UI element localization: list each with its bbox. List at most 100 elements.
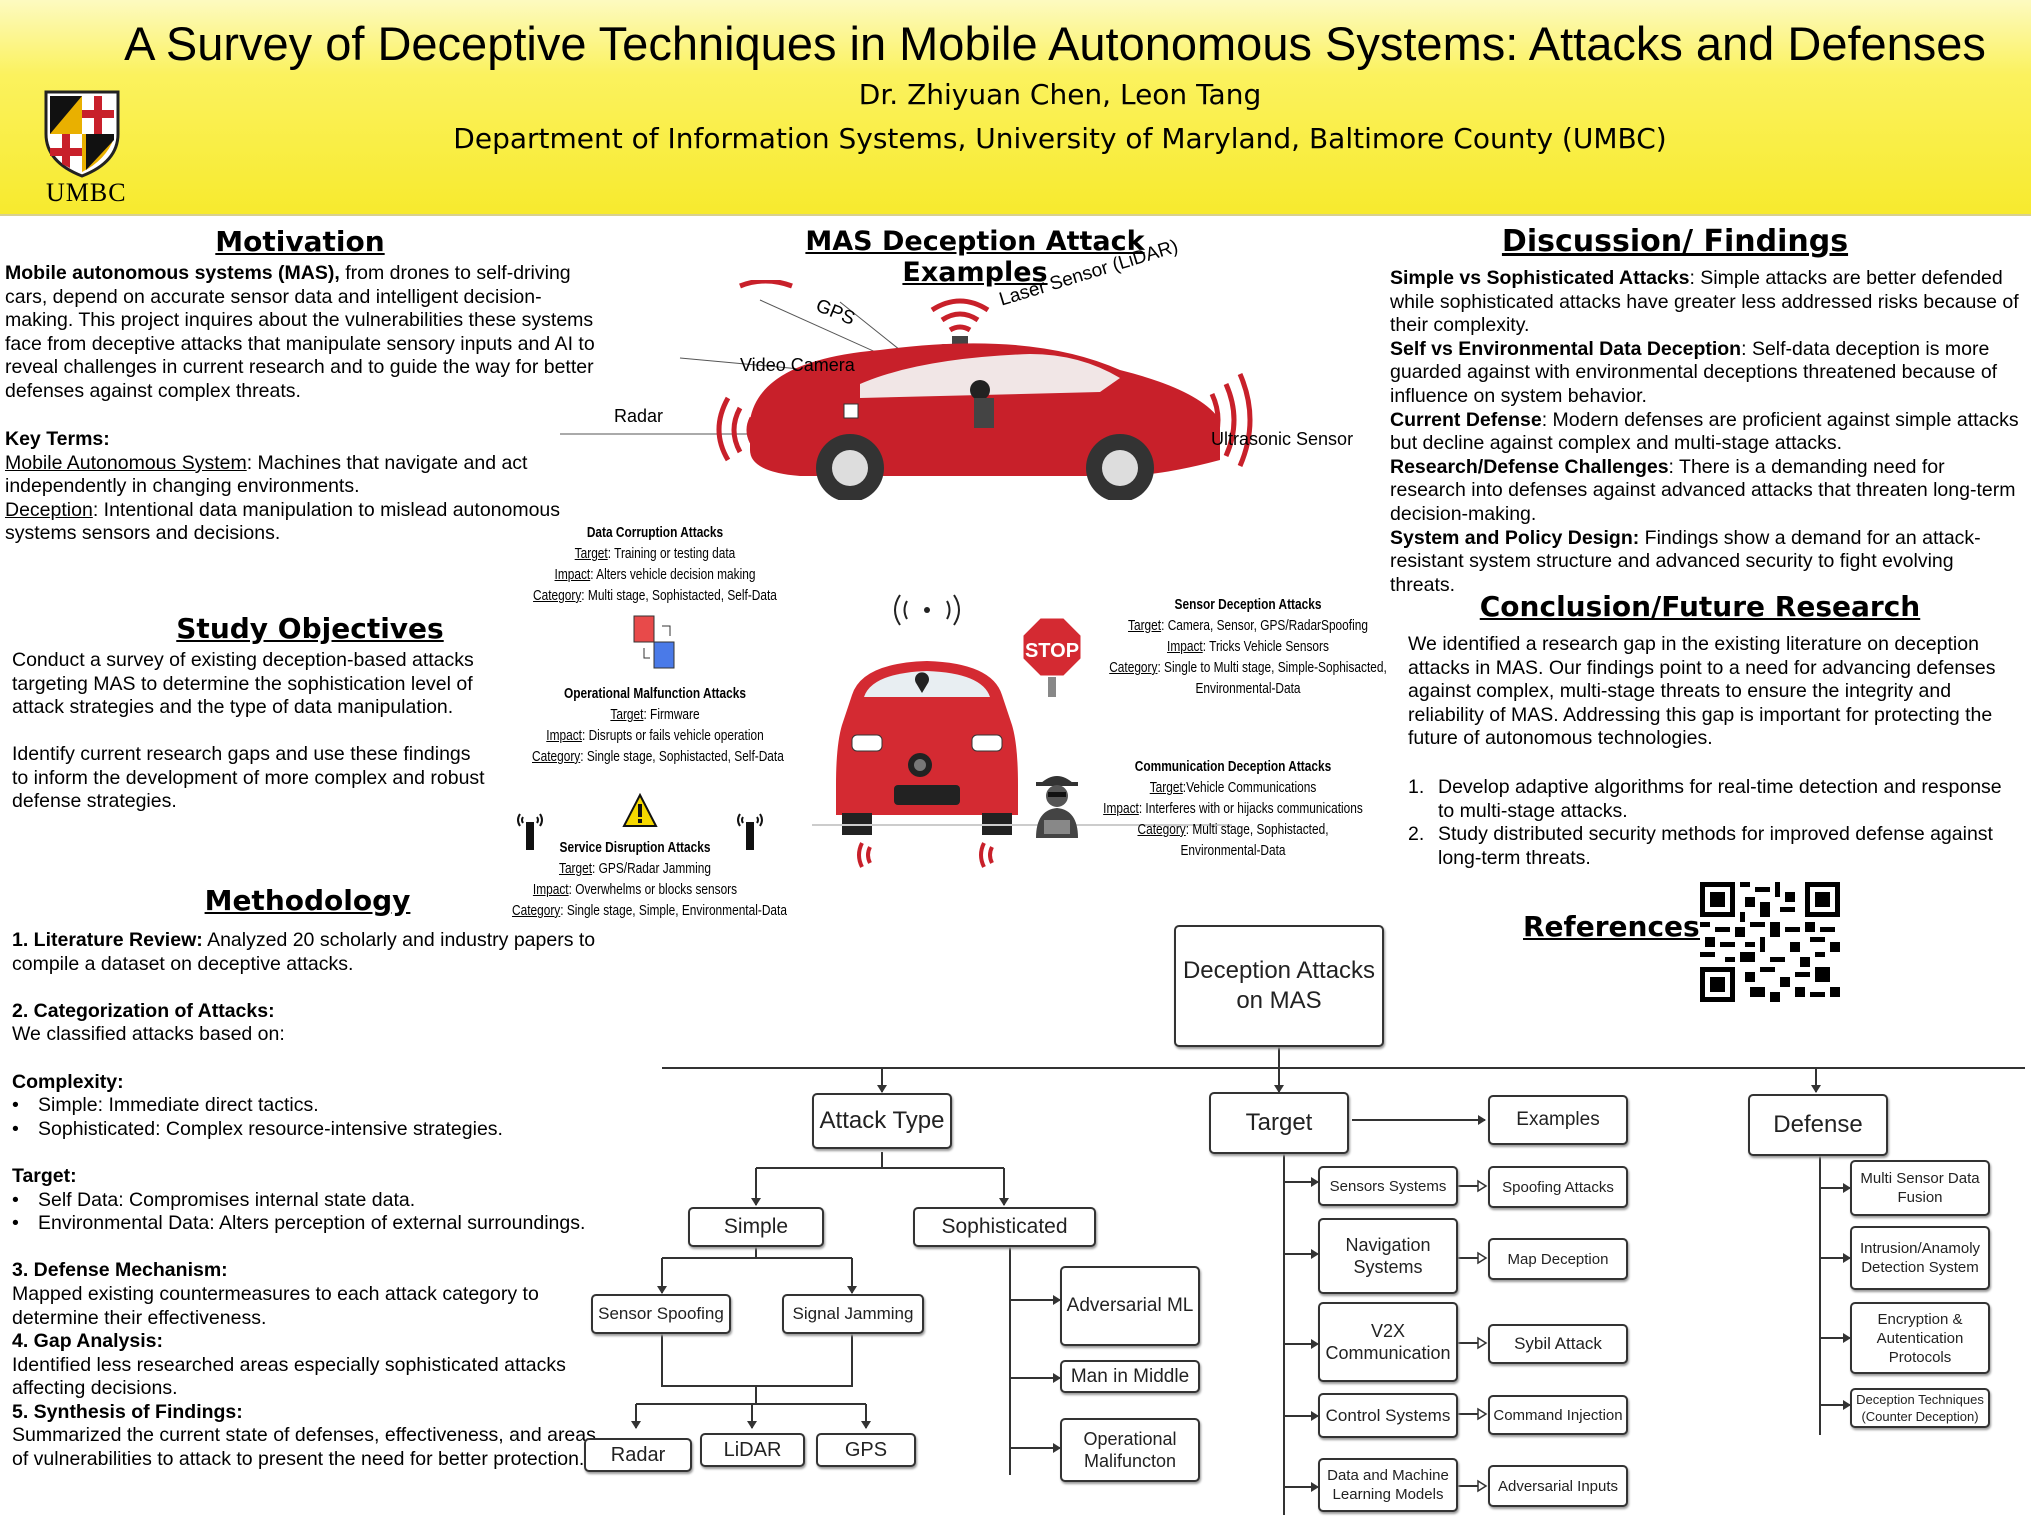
poster-title: A Survey of Deceptive Techniques in Mobi… (124, 17, 1986, 70)
impact-value: : Interferes with or hijacks communicati… (1138, 801, 1363, 817)
label-ultrasonic: Ultrasonic Sensor (1211, 429, 1354, 449)
jammer-icon (517, 813, 543, 850)
examples-heading: MAS Deception Attack Examples (805, 226, 1145, 288)
references-heading: References: (1523, 910, 1711, 943)
impact-key: Impact (554, 567, 591, 583)
target-key: Target (610, 707, 644, 723)
method-step2-label: 2. Categorization of Attacks: (12, 999, 275, 1022)
service-title: Service Disruption Attacks (559, 840, 711, 856)
motivation-lead: Mobile autonomous systems (MAS), (5, 262, 340, 284)
discussion-item-text: Findings show a demand for an attack-res… (1390, 526, 1981, 596)
service-disruption-block: Service Disruption Attacks Target: GPS/R… (512, 838, 787, 922)
term-mas-def: : Machines that navigate and act indepen… (5, 451, 528, 498)
node-example-spoofing: Spoofing Attacks (1488, 1166, 1628, 1208)
category-value-cont: Environmental-Data (1195, 681, 1301, 697)
impact-key: Impact (1103, 801, 1139, 817)
sensor-car-illustration (560, 280, 1253, 500)
node-defense: Defense (1748, 1094, 1888, 1156)
objectives-heading: Study Objectives (176, 612, 444, 645)
node-example-map-deception: Map Deception (1488, 1238, 1628, 1280)
node-target-navigation: Navigation Systems (1318, 1218, 1458, 1294)
node-operational-malfunction: Operational Malifuncton (1060, 1418, 1200, 1482)
road-line (812, 824, 1232, 826)
stop-sign-text: STOP (1024, 640, 1080, 662)
impact-value: : Overwhelms or blocks sensors (568, 882, 738, 898)
category-value: : Single stage, Simple, Environmental-Da… (560, 903, 787, 919)
warning-icon (622, 793, 658, 827)
motivation-body: from drones to self-driving cars, depend… (5, 262, 595, 402)
node-defense-sensor-fusion: Multi Sensor Data Fusion (1850, 1160, 1990, 1216)
motivation-text: Mobile autonomous systems (MAS), from dr… (5, 262, 595, 404)
category-key: Category (1109, 660, 1158, 676)
target-key: Target (574, 546, 608, 562)
category-key: Category (512, 903, 561, 919)
future-research-list: 1. Develop adaptive algorithms for real-t… (1408, 776, 2013, 870)
stop-sign-icon (1020, 615, 1084, 697)
list-item: Self Data: Compromises internal state da… (12, 1189, 602, 1213)
methodology-text: 1. Literature Review: Analyzed 20 schola… (12, 929, 602, 1472)
list-item: 1. Develop adaptive algorithms for real-t… (1408, 776, 2013, 823)
node-examples: Examples (1488, 1095, 1628, 1145)
node-example-adversarial-inputs: Adversarial Inputs (1488, 1465, 1628, 1507)
category-value: : Multi stage, Sophistacted, Self-Data (581, 588, 777, 604)
target-value: : GPS/Radar Jamming (592, 861, 712, 877)
communication-title: Communication Deception Attacks (1134, 759, 1332, 775)
hacker-icon (1036, 776, 1078, 838)
jammer-icon (737, 813, 763, 850)
impact-key: Impact (532, 882, 569, 898)
objectives-p1: Conduct a survey of existing deception-b… (12, 649, 474, 719)
method-step4-text: Identified less researched areas especia… (12, 1353, 566, 1400)
node-defense-ids: Intrusion/Anamoly Detection System (1850, 1226, 1990, 1290)
node-target-control: Control Systems (1318, 1393, 1458, 1438)
motivation-heading: Motivation (215, 225, 385, 258)
node-target-v2x: V2X Communication (1318, 1302, 1458, 1382)
category-value: : Single stage, Sophistacted, Self-Data (580, 749, 784, 765)
term-mas: Mobile Autonomous System (5, 451, 247, 474)
target-list: Self Data: Compromises internal state da… (12, 1189, 602, 1236)
list-text: Develop adaptive algorithms for real-tim… (1438, 776, 2002, 822)
method-step4-label: 4. Gap Analysis: (12, 1330, 164, 1353)
node-target-sensors: Sensors Systems (1318, 1166, 1458, 1206)
node-sophisticated: Sophisticated (913, 1207, 1096, 1247)
target-key: Target (1149, 780, 1183, 796)
complexity-list: Simple: Immediate direct tactics. Sophis… (12, 1094, 602, 1141)
sensor-title: Sensor Deception Attacks (1174, 597, 1322, 613)
qr-code-icon[interactable] (1700, 882, 1840, 1002)
method-step1-text: Analyzed 20 scholarly and industry paper… (12, 929, 596, 975)
category-key: Category (1137, 822, 1186, 838)
target-value: : Training or testing data (607, 546, 736, 562)
target-label: Target: (12, 1164, 77, 1187)
node-gps: GPS (816, 1433, 916, 1467)
list-item: Sophisticated: Complex resource-intensiv… (12, 1118, 602, 1142)
node-target: Target (1209, 1092, 1349, 1154)
node-defense-encryption: Encryption & Autentication Protocols (1850, 1302, 1990, 1374)
node-example-sybil: Sybil Attack (1488, 1324, 1628, 1364)
list-number: 2. (1408, 823, 1425, 846)
poster-header (0, 0, 2031, 216)
key-terms-label: Key Terms: (5, 428, 110, 450)
impact-key: Impact (1167, 639, 1203, 655)
discussion-label: System and Policy Design: (1390, 526, 1640, 549)
list-text: Study distributed security methods for i… (1438, 823, 1993, 869)
category-key: Category (532, 749, 581, 765)
umbc-shield-logo (44, 90, 120, 178)
node-lidar: LiDAR (700, 1433, 805, 1467)
node-simple: Simple (688, 1207, 824, 1247)
impact-value: : Disrupts or fails vehicle operation (581, 728, 764, 744)
discussion-item-text: : Modern defenses are proficient against… (1390, 408, 2019, 455)
node-signal-jamming: Signal Jamming (782, 1294, 924, 1334)
impact-key: Impact (546, 728, 582, 744)
term-deception: Deception (5, 498, 93, 521)
umbc-logo-text: UMBC (46, 178, 127, 207)
diagram-root-node: Deception Attacks on MAS (1174, 925, 1384, 1047)
discussion-text: Simple vs Sophisticated Attacks: Simple … (1390, 267, 2020, 597)
discussion-label: Self vs Environmental Data Deception (1390, 337, 1742, 360)
label-radar: Radar (614, 406, 664, 426)
target-key: Target (558, 861, 593, 877)
node-defense-counter-deception: Deception Techniques (Counter Deception) (1850, 1388, 1990, 1428)
node-adversarial-ml: Adversarial ML (1060, 1266, 1200, 1346)
list-number: 1. (1408, 776, 1425, 798)
method-step5-label: 5. Synthesis of Findings: (12, 1400, 243, 1423)
list-item: 2. Study distributed security methods for… (1408, 823, 2013, 870)
